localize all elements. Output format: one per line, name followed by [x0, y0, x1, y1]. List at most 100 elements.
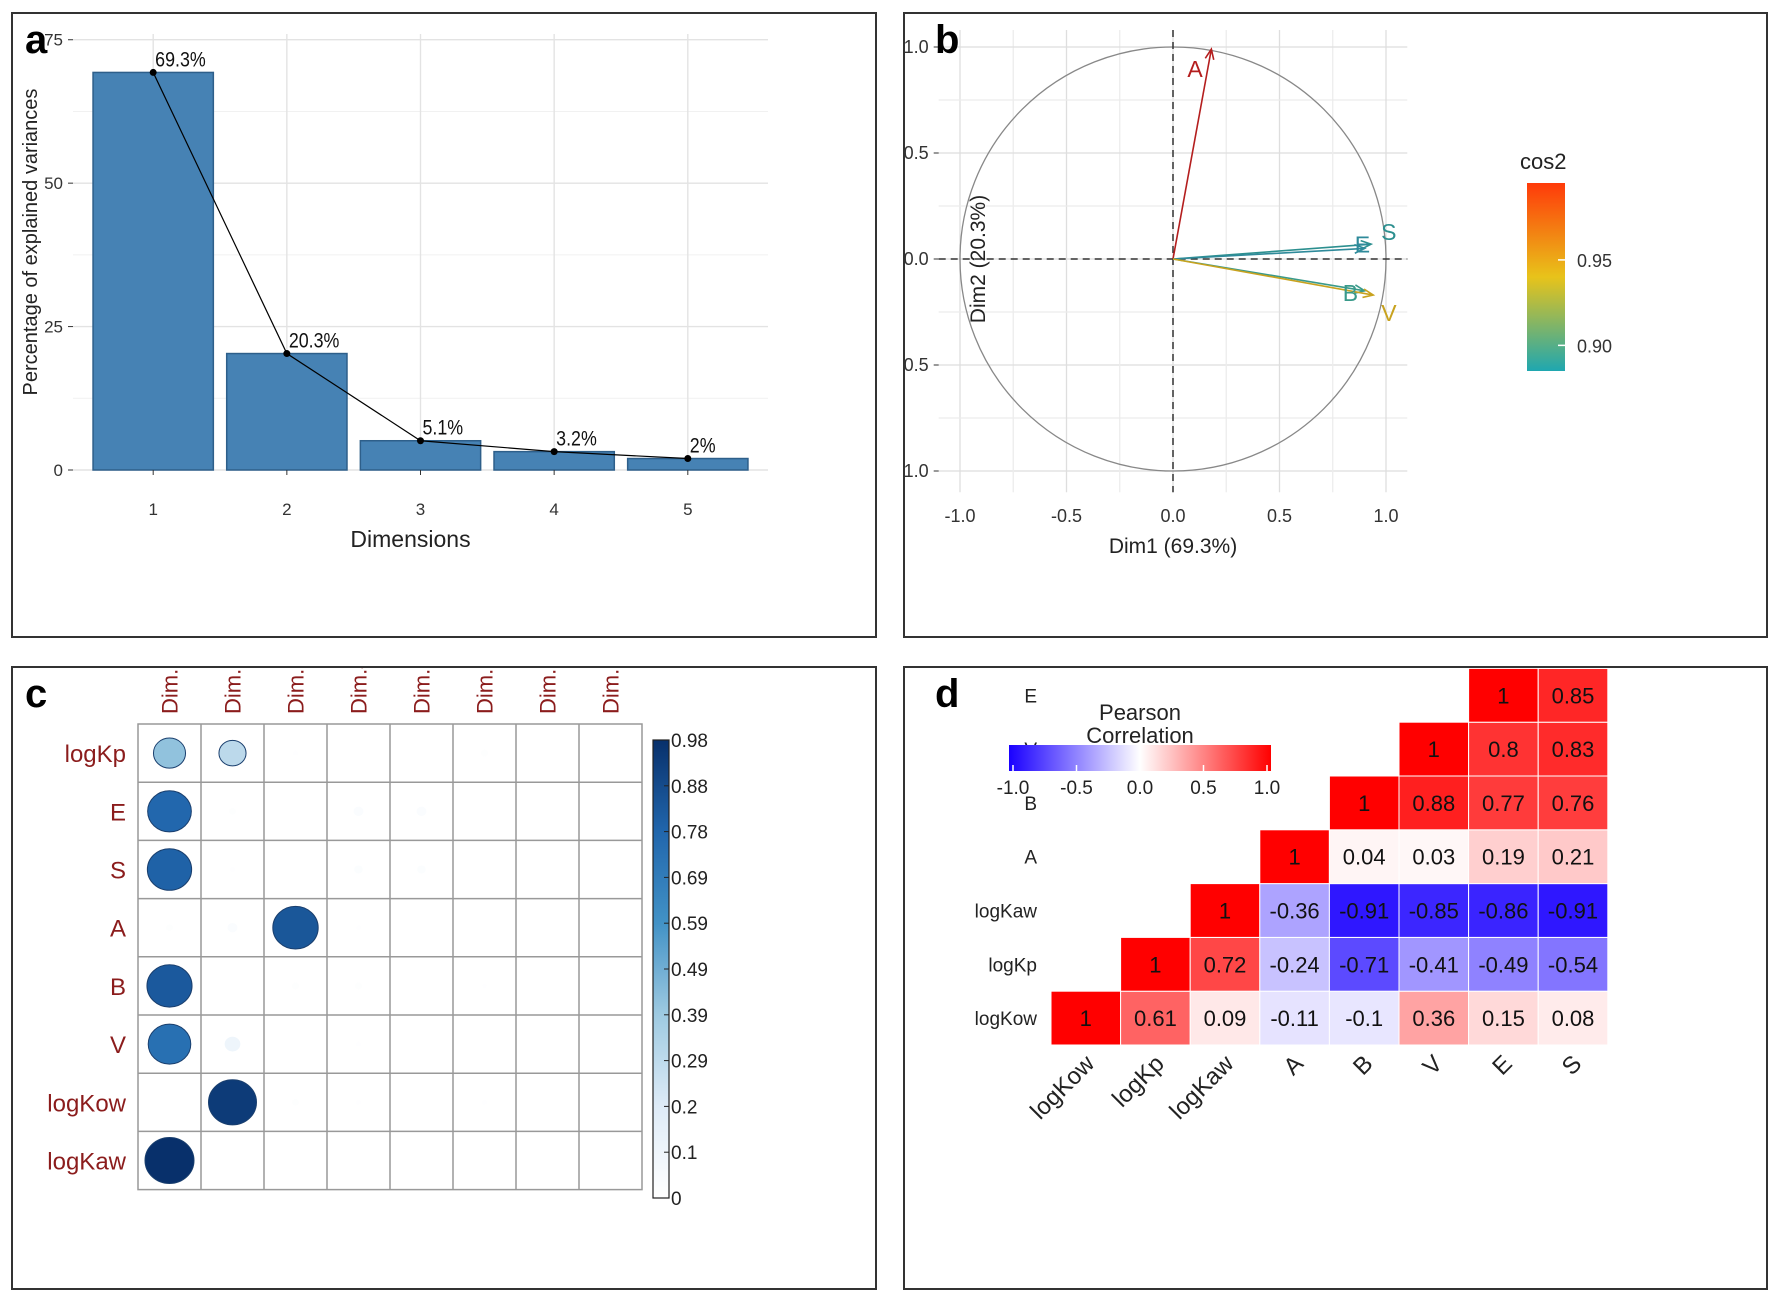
arrow-head: [1204, 47, 1215, 61]
legend-title-line2: Correlation: [1086, 723, 1194, 748]
x-tick-label: 2: [282, 500, 291, 519]
variable-label: A: [1187, 56, 1203, 82]
correlation-value: 1: [1149, 952, 1161, 977]
contribution-circle: [146, 848, 193, 891]
row-label: A: [1024, 848, 1037, 869]
row-label: logKp: [65, 741, 126, 768]
contribution-circle: [144, 1136, 195, 1185]
contribution-corrplot-chart: Dim.1 Dim.2 Dim.3 Dim.4 Dim.5 Dim.6 Dim.7 Dim.8…: [47, 668, 708, 1210]
legend-tick-label: 1.0: [1254, 778, 1280, 799]
column-label: Dim.6: [473, 668, 498, 714]
contribution-circle: [227, 923, 238, 933]
column-label: Dim.2: [221, 668, 246, 714]
contribution-circle: [147, 790, 192, 833]
contribution-circle: [416, 806, 427, 816]
correlation-cell: [1398, 990, 1470, 1046]
y-tick-label: 1.0: [905, 37, 929, 57]
correlation-cell: [1468, 990, 1539, 1046]
x-tick-label: 3: [416, 500, 425, 519]
correlation-value: -0.11: [1270, 1006, 1319, 1031]
row-label: logKp: [988, 955, 1037, 976]
x-tick-label: 0.0: [1160, 506, 1185, 526]
data-point: [550, 448, 558, 456]
correlation-value: -0.71: [1339, 952, 1389, 977]
panel-a-label: a: [25, 18, 48, 62]
y-tick-label: 0.5: [905, 143, 929, 163]
correlation-value: 0.03: [1412, 845, 1455, 870]
data-point: [417, 437, 424, 445]
y-tick-label: 50: [44, 174, 63, 193]
correlation-cell: [1259, 829, 1330, 885]
column-label: Dim.4: [347, 668, 372, 714]
correlation-value: 0.88: [1412, 791, 1455, 816]
x-tick-label: 4: [549, 500, 558, 519]
row-label: logKaw: [975, 902, 1038, 923]
data-label: 3.2%: [556, 427, 597, 451]
row-label: V: [110, 1032, 126, 1059]
contribution-circle: [356, 925, 361, 931]
correlation-cell: [1537, 883, 1609, 938]
x-tick-label: 1: [148, 500, 157, 519]
y-axis-label: Dim2 (20.3%): [967, 195, 990, 323]
row-label: logKaw: [47, 1149, 126, 1176]
correlation-value: 0.19: [1482, 845, 1525, 870]
contribution-circle: [147, 1023, 192, 1065]
column-label: logKaw: [1164, 1050, 1239, 1125]
contribution-circle: [146, 964, 193, 1008]
x-tick-label: 5: [683, 500, 692, 519]
correlation-value: -0.54: [1548, 952, 1598, 977]
correlation-value: 1: [1497, 683, 1509, 708]
contribution-circle: [356, 1041, 361, 1047]
data-label: 5.1%: [423, 416, 464, 440]
legend-tick-label: -0.5: [1060, 778, 1093, 799]
x-tick-label: -0.5: [1051, 506, 1082, 526]
correlation-value: 0.08: [1552, 1006, 1595, 1031]
correlation-cell: [1328, 775, 1400, 831]
colorbar-tick-label: 0.98: [671, 731, 708, 752]
variable-label: E: [1355, 231, 1370, 257]
panel-c-label: c: [25, 672, 48, 716]
correlation-cell: [1120, 936, 1191, 992]
y-tick-label: -1.0: [905, 461, 929, 481]
variable-label: V: [1381, 300, 1397, 326]
correlation-value: 0.21: [1552, 845, 1595, 870]
column-label: Dim.8: [599, 668, 624, 714]
legend-tick-label: 0.90: [1577, 336, 1612, 356]
scree-plot-chart: 0 25 50 75 69.3% 20.3% 5.1% 3.2% 2% 1 2 3 4 5 Dimensio…: [20, 31, 768, 552]
column-label: A: [1278, 1050, 1308, 1080]
colorbar-tick-label: 0.2: [671, 1097, 697, 1118]
contribution-circle: [356, 1099, 361, 1105]
legend-title-line1: Pearson: [1099, 700, 1181, 725]
colorbar-tick-label: 0.49: [671, 960, 708, 981]
correlation-cell: [1050, 990, 1122, 1046]
correlation-value: 0.77: [1482, 791, 1525, 816]
contribution-circle: [292, 1099, 299, 1106]
correlation-cell: [1537, 668, 1609, 723]
column-label: logKow: [1025, 1050, 1100, 1125]
y-tick-label: 25: [44, 318, 63, 337]
loading-arrow: [1172, 258, 1374, 296]
correlation-cell: [1398, 775, 1470, 831]
contribution-circle: [353, 806, 364, 816]
correlation-value: -0.49: [1478, 952, 1528, 977]
correlation-value: -0.85: [1409, 899, 1459, 924]
panel-a-scree-plot: 0 25 50 75 69.3% 20.3% 5.1% 3.2% 2% 1 2 3 4 5 Dimensio…: [11, 12, 877, 638]
contribution-circle: [481, 749, 488, 757]
contribution-circle: [152, 737, 187, 769]
row-label: S: [110, 858, 126, 885]
correlation-value: 0.04: [1343, 845, 1386, 870]
panel-c-contribution-corrplot: Dim.1 Dim.2 Dim.3 Dim.4 Dim.5 Dim.6 Dim.7 Dim.8…: [11, 666, 877, 1290]
correlation-cell: [1189, 936, 1261, 992]
arrow-head: [1362, 288, 1376, 299]
data-label: 69.3%: [155, 48, 206, 72]
correlation-cell: [1537, 829, 1609, 885]
correlation-cell: [1537, 936, 1609, 992]
arrow-head: [1354, 243, 1367, 254]
loading-arrow: [1172, 48, 1213, 260]
correlation-cell: [1398, 721, 1470, 777]
column-label: B: [1348, 1050, 1378, 1080]
legend-tick-label: -1.0: [997, 778, 1030, 799]
contribution-circle: [166, 924, 173, 931]
column-label: Dim.1: [158, 668, 183, 714]
contribution-circle: [482, 984, 487, 988]
